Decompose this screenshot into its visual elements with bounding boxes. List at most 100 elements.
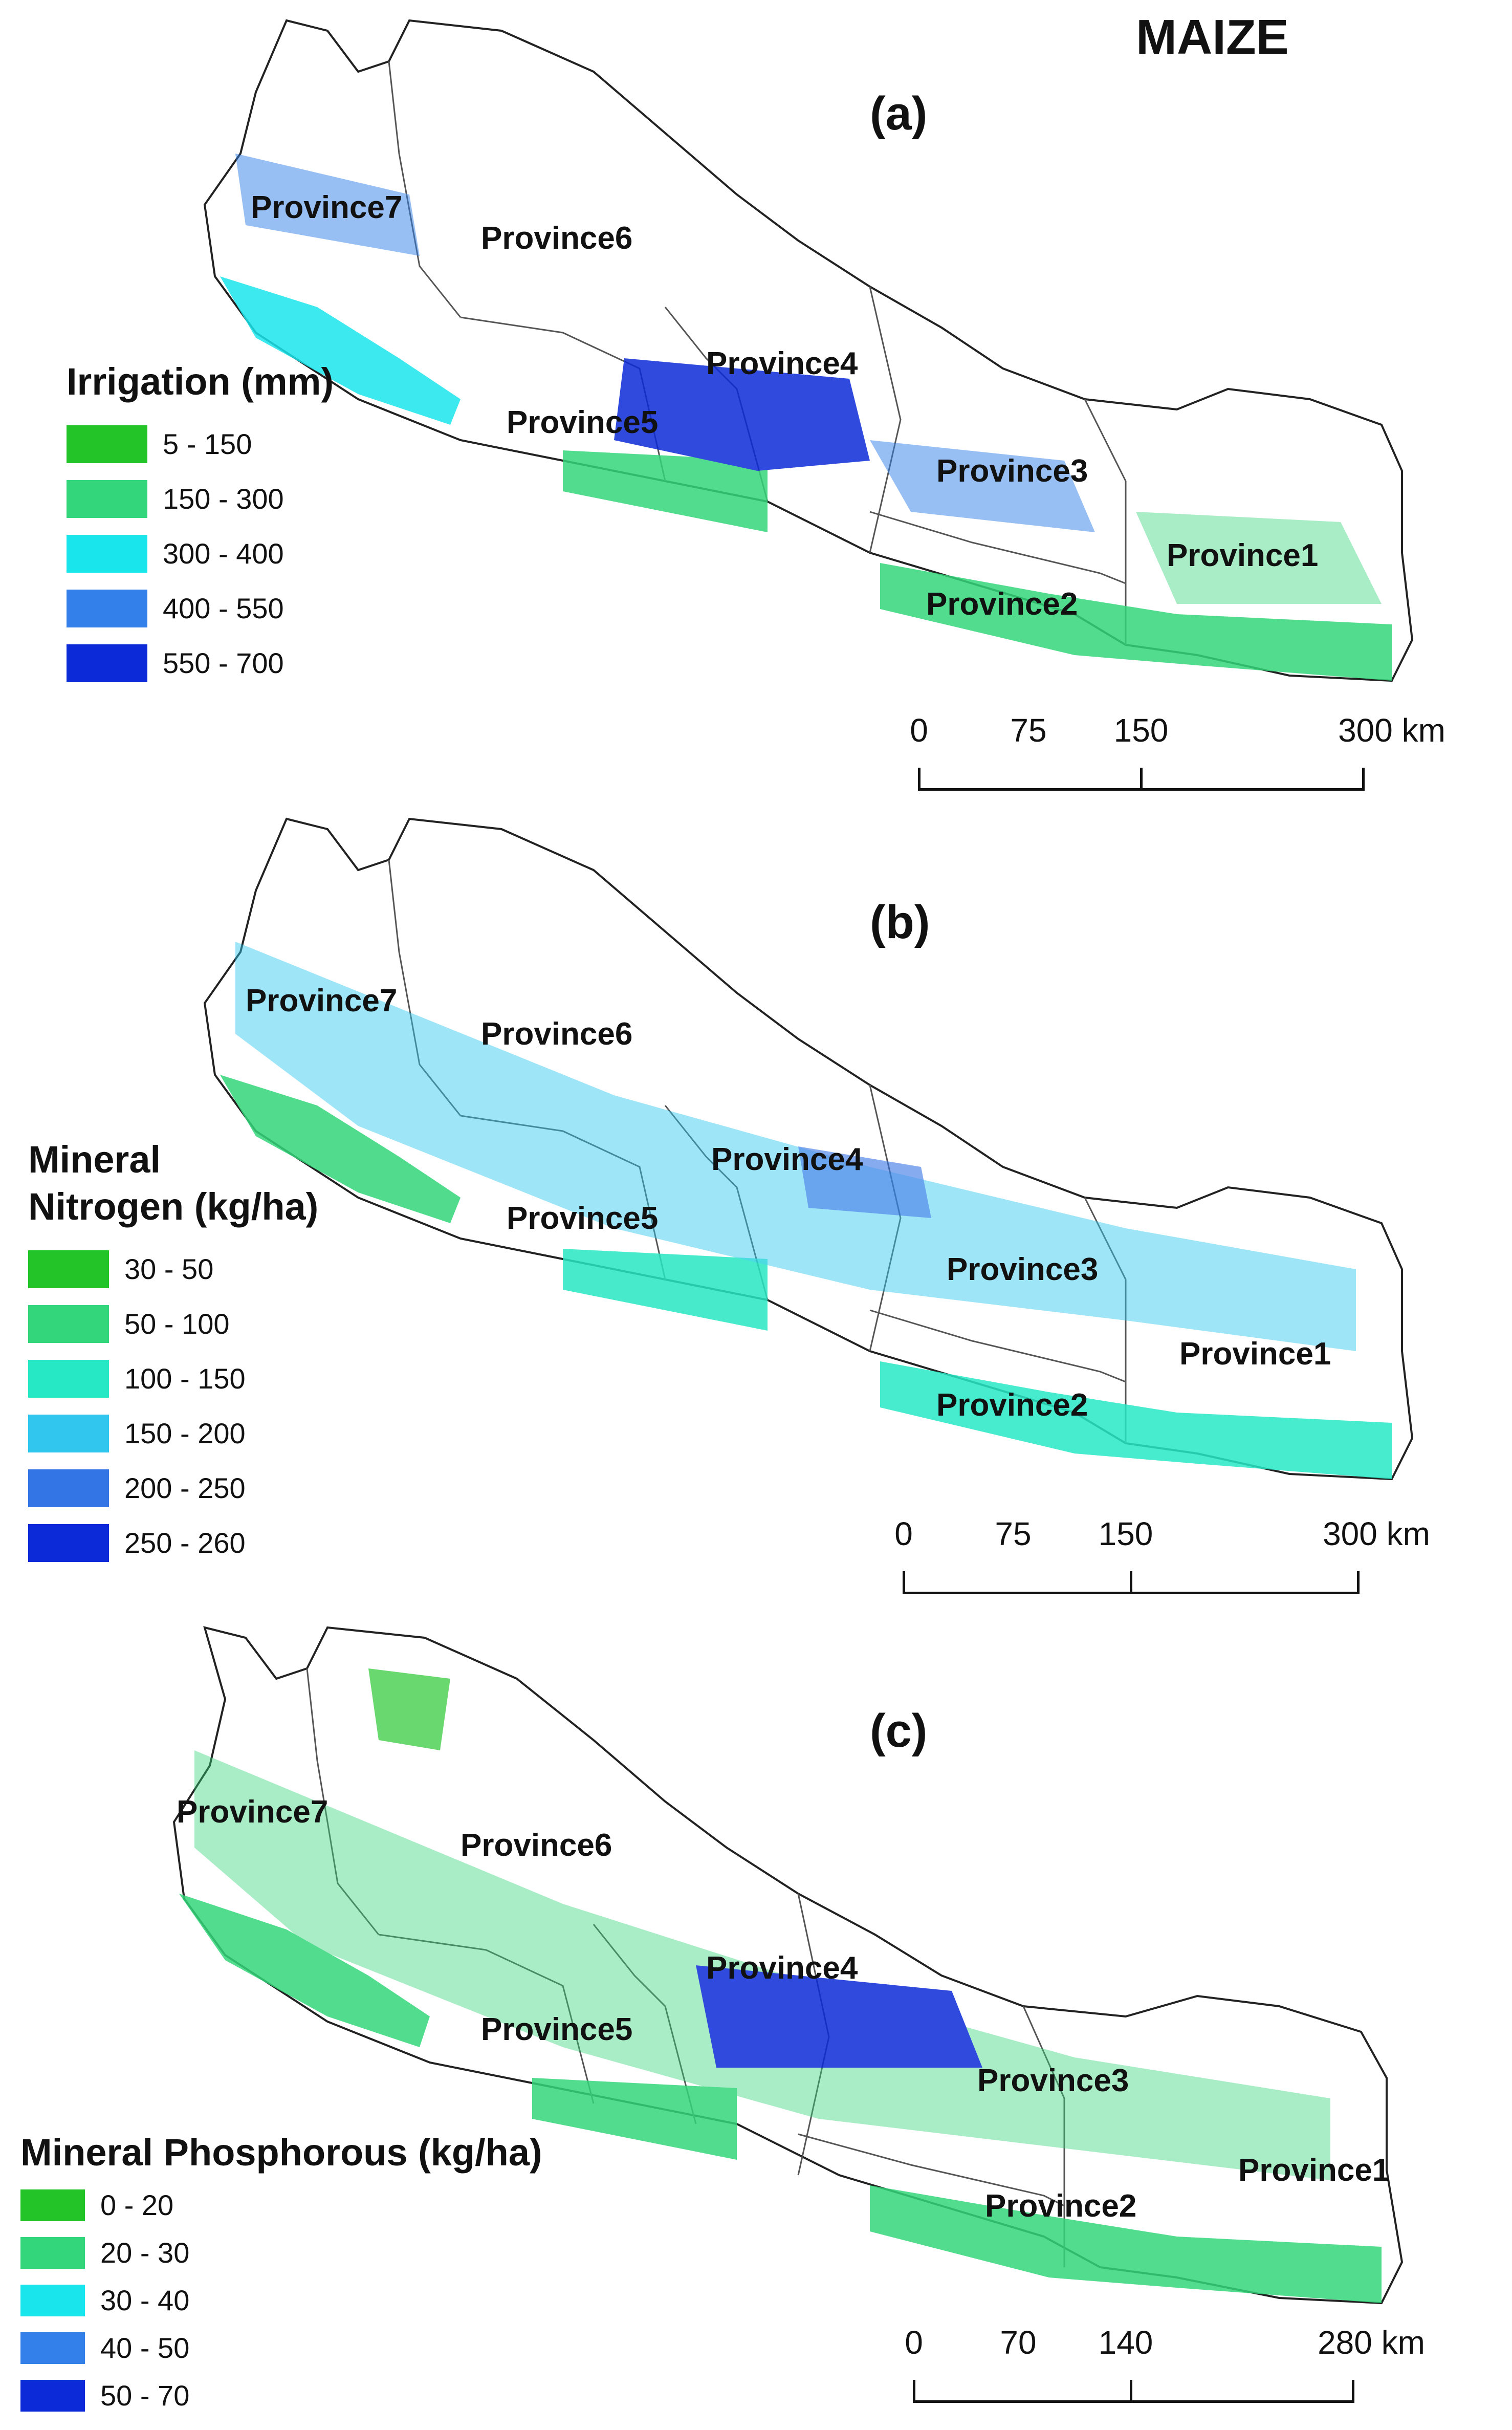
legend: Irrigation (mm) 5 - 150 150 - 300 300 - … bbox=[67, 358, 334, 690]
province-label: Province5 bbox=[507, 1201, 659, 1236]
scale-tick bbox=[1352, 2380, 1354, 2403]
panel-label: (c) bbox=[870, 1705, 928, 1757]
scale-bar: 0 75 150 300 km bbox=[910, 711, 1445, 814]
legend-label: 150 - 200 bbox=[124, 1417, 246, 1449]
scale-tick-label: 0 bbox=[894, 1515, 913, 1552]
legend-label: 550 - 700 bbox=[163, 647, 284, 679]
province-label: Province1 bbox=[1167, 538, 1319, 573]
legend-swatch bbox=[20, 2284, 85, 2316]
fill-province6-north bbox=[368, 1668, 450, 1750]
fill-terai-east bbox=[880, 1361, 1392, 1479]
legend-title-line: Nitrogen (kg/ha) bbox=[28, 1185, 319, 1228]
legend-swatch bbox=[28, 1250, 109, 1288]
fill-terai-central bbox=[532, 2078, 737, 2160]
scale-tick-label: 150 bbox=[1098, 1515, 1153, 1552]
fill-terai-central bbox=[563, 1249, 768, 1331]
nepal-map bbox=[172, 1626, 1404, 2305]
legend-item: 250 - 260 bbox=[28, 1515, 318, 1570]
legend-label: 40 - 50 bbox=[100, 2332, 190, 2364]
province-label: Province2 bbox=[936, 1387, 1088, 1423]
province-label: Province3 bbox=[977, 2063, 1129, 2098]
legend-swatch bbox=[28, 1305, 109, 1343]
province-label: Province2 bbox=[985, 2188, 1137, 2224]
nepal-map bbox=[203, 19, 1414, 682]
legend-swatch bbox=[20, 2332, 85, 2364]
legend-swatch bbox=[67, 589, 147, 627]
legend-label: 150 - 300 bbox=[163, 483, 284, 515]
province-label: Province3 bbox=[947, 1252, 1099, 1287]
legend-swatch bbox=[20, 2379, 85, 2412]
legend-swatch bbox=[28, 1524, 109, 1562]
fill-province1 bbox=[1136, 512, 1382, 604]
scale-tick bbox=[918, 768, 921, 791]
scale-tick bbox=[1140, 768, 1143, 791]
scale-tick-label: 300 km bbox=[1338, 712, 1445, 749]
legend-title-line: Mineral bbox=[28, 1138, 161, 1181]
legend-swatch bbox=[28, 1469, 109, 1507]
legend: Mineral Phosphorous (kg/ha) 0 - 20 20 - … bbox=[20, 2129, 542, 2419]
legend-label: 5 - 150 bbox=[163, 428, 252, 460]
province-label: Province5 bbox=[507, 405, 659, 440]
legend-label: 30 - 40 bbox=[100, 2284, 190, 2316]
legend-label: 50 - 100 bbox=[124, 1308, 230, 1340]
fill-terai-east bbox=[880, 563, 1392, 681]
legend-label: 20 - 30 bbox=[100, 2237, 190, 2269]
legend-title: Mineral Phosphorous (kg/ha) bbox=[20, 2131, 542, 2174]
province-label: Province7 bbox=[251, 190, 403, 225]
province-label: Province4 bbox=[706, 346, 858, 381]
fill-terai-central bbox=[563, 450, 768, 532]
legend-swatch bbox=[67, 480, 147, 518]
scale-tick-label: 300 km bbox=[1323, 1515, 1430, 1552]
legend-label: 200 - 250 bbox=[124, 1472, 246, 1504]
scale-bar: 0 75 150 300 km bbox=[894, 1515, 1430, 1617]
scale-tick bbox=[1130, 1571, 1132, 1594]
scale-tick bbox=[903, 1571, 905, 1594]
province-boundaries bbox=[306, 1668, 1065, 2267]
panel-label: (a) bbox=[870, 88, 928, 140]
legend-label: 100 - 150 bbox=[124, 1362, 246, 1395]
scale-tick-label: 150 bbox=[1113, 712, 1169, 749]
fill-hills bbox=[194, 1750, 1330, 2180]
figure-title: MAIZE bbox=[1136, 10, 1289, 64]
crop-fill bbox=[179, 1668, 1382, 2303]
province-label: Province6 bbox=[461, 1828, 612, 1863]
panel-b: (b) Province7 Province6 Province4 Provin… bbox=[0, 809, 1512, 1607]
fill-province4 bbox=[798, 1146, 931, 1218]
scale-tick-label: 70 bbox=[1000, 2324, 1037, 2361]
province-label: Province3 bbox=[936, 453, 1088, 489]
scale-line bbox=[914, 2400, 1354, 2403]
province-label: Province4 bbox=[711, 1142, 863, 1177]
panel-c: (c) Province7 Province6 Province4 Provin… bbox=[0, 1617, 1512, 2430]
legend-swatch bbox=[67, 534, 147, 573]
province-label: Province2 bbox=[926, 587, 1078, 622]
boundary-p4-p3 bbox=[869, 286, 902, 553]
legend: Mineral Nitrogen (kg/ha) 30 - 50 50 - 10… bbox=[28, 1136, 318, 1570]
province-label: Province6 bbox=[481, 1016, 633, 1052]
legend-label: 50 - 70 bbox=[100, 2379, 190, 2412]
legend-label: 0 - 20 bbox=[100, 2189, 174, 2221]
province-label: Province1 bbox=[1179, 1336, 1331, 1372]
legend-swatch bbox=[20, 2237, 85, 2269]
legend-item: 150 - 300 bbox=[67, 471, 334, 526]
legend-title: Irrigation (mm) bbox=[67, 360, 334, 403]
country-outline bbox=[203, 19, 1414, 682]
legend-item: 550 - 700 bbox=[67, 636, 334, 690]
fill-province4 bbox=[696, 1965, 982, 2068]
scale-tick bbox=[1362, 768, 1365, 791]
legend-label: 30 - 50 bbox=[124, 1253, 214, 1285]
scale-tick-label: 280 km bbox=[1318, 2324, 1425, 2361]
panel-label: (b) bbox=[870, 896, 930, 948]
province-label: Province6 bbox=[481, 221, 633, 256]
scale-tick-label: 75 bbox=[995, 1515, 1032, 1552]
legend-item: 30 - 50 bbox=[28, 1242, 318, 1296]
legend-swatch bbox=[28, 1414, 109, 1452]
legend-item: 100 - 150 bbox=[28, 1351, 318, 1406]
legend-item: 150 - 200 bbox=[28, 1406, 318, 1461]
legend-swatch bbox=[67, 644, 147, 682]
scale-tick-label: 0 bbox=[905, 2324, 923, 2361]
province-label: Province4 bbox=[706, 1950, 858, 1986]
fill-terai-east bbox=[870, 2185, 1382, 2303]
fill-hills bbox=[235, 942, 1356, 1351]
scale-tick-label: 0 bbox=[910, 712, 928, 749]
crop-fill bbox=[220, 942, 1392, 1479]
